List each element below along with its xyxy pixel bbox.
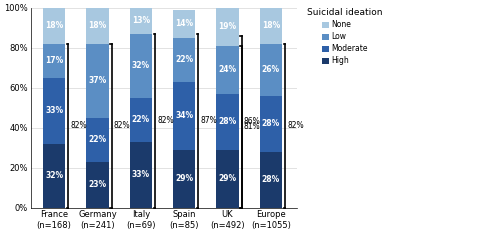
Bar [130,142,152,208]
Text: 34%: 34% [175,111,193,120]
Text: 22%: 22% [132,115,150,124]
Text: 26%: 26% [262,65,280,74]
Bar [43,44,66,78]
Text: 81%: 81% [244,122,260,131]
Text: 23%: 23% [88,180,106,189]
Text: 18%: 18% [88,21,106,30]
Bar [216,94,238,150]
Text: 13%: 13% [132,16,150,25]
Bar [173,150,196,208]
Text: 22%: 22% [88,135,106,144]
Bar [86,118,108,162]
Text: 18%: 18% [45,21,63,30]
Text: 17%: 17% [45,56,63,65]
Text: 82%: 82% [157,116,174,125]
Bar [260,8,282,44]
Text: 14%: 14% [175,19,193,28]
Text: 22%: 22% [175,55,193,64]
Bar [130,8,152,34]
Bar [173,10,196,38]
Text: 32%: 32% [45,171,63,180]
Bar [86,44,108,118]
Bar [216,150,238,208]
Text: 86%: 86% [244,117,260,126]
Bar [173,82,196,150]
Text: 29%: 29% [175,174,193,183]
Text: 28%: 28% [262,175,280,184]
Text: 33%: 33% [132,170,150,179]
Bar [173,38,196,82]
Bar [43,144,66,208]
Bar [216,46,238,94]
Bar [260,96,282,152]
Bar [86,8,108,44]
Text: 24%: 24% [218,65,236,74]
Legend: None, Low, Moderate, High: None, Low, Moderate, High [306,7,384,66]
Text: 87%: 87% [200,116,218,125]
Bar [260,44,282,96]
Text: 28%: 28% [218,117,236,126]
Bar [260,152,282,208]
Text: 82%: 82% [70,121,87,130]
Bar [130,34,152,98]
Bar [43,8,66,44]
Text: 82%: 82% [288,121,304,130]
Text: 37%: 37% [88,76,106,85]
Text: 32%: 32% [132,61,150,70]
Text: 18%: 18% [262,21,280,30]
Bar [216,8,238,46]
Text: 28%: 28% [262,119,280,128]
Text: 19%: 19% [218,22,236,31]
Bar [86,162,108,208]
Text: 29%: 29% [218,174,236,183]
Bar [43,78,66,144]
Bar [130,98,152,142]
Text: 33%: 33% [45,106,63,115]
Text: 82%: 82% [114,121,130,130]
